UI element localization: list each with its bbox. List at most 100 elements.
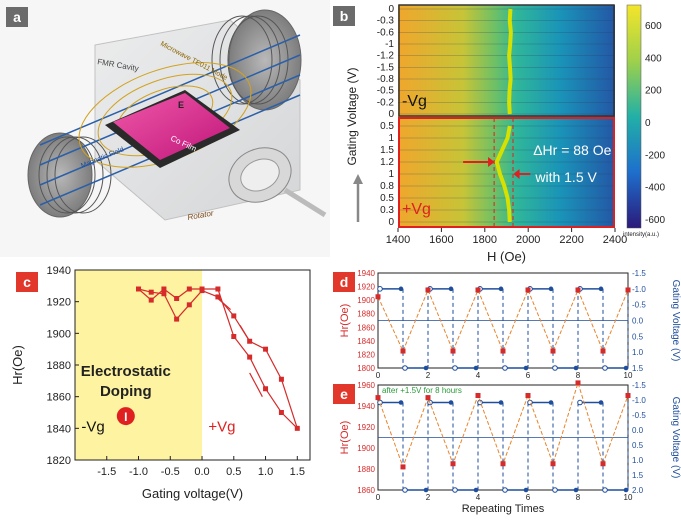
y2-tick-label: 0.0 (632, 426, 644, 435)
y2-tick-label: -1.0 (632, 285, 646, 294)
y-tick-label: 1820 (47, 455, 71, 467)
y-tick-label: 1800 (357, 364, 375, 373)
hr-point (450, 348, 456, 354)
y-tick-label-bottom: 0.5 (380, 121, 394, 132)
y2-tick-label: -0.5 (632, 301, 646, 310)
gate-filled-marker (423, 365, 429, 371)
panel-c: -1.5 -1.0 -0.5 0.0 0.5 1.0 1.5 1820 1840 1860 1880… (0, 262, 330, 515)
y2-axis-label: Gating Voltage (V) (670, 397, 681, 479)
gate-filled-marker (398, 400, 404, 405)
x-tick-label: 10 (624, 371, 633, 380)
y-tick-label: 1960 (357, 381, 375, 390)
gate-filled-marker (598, 286, 604, 292)
panel-a: FMR Cavity Microwave TE011 Mode Co Film … (0, 0, 330, 257)
x-tick-label: 2200 (559, 234, 583, 246)
heatmap-chart: 0-0.3-0.6-1-1.2-1.5-0.8-0.5-0.200.511.51… (345, 4, 665, 264)
y-tick-label-top: -1.2 (377, 51, 395, 62)
y2-tick-label: -1.5 (632, 381, 646, 390)
y-tick-label-bottom: 1 (388, 133, 394, 144)
y-tick-label-top: -1 (385, 39, 394, 50)
gate-open-marker (602, 487, 608, 493)
x-tick-label: -1.0 (129, 466, 148, 478)
doping-label: Doping (100, 383, 152, 400)
x-tick-label: 2400 (603, 234, 627, 246)
y-tick-label: 1840 (47, 423, 71, 435)
label-neg-vg: -Vg (402, 93, 427, 110)
data-point (174, 316, 180, 322)
x-tick-label: -0.5 (161, 466, 180, 478)
gate-open-marker (452, 365, 458, 371)
data-point (231, 313, 237, 319)
y-axis-label: Hr(Oe) (10, 345, 25, 385)
gate-filled-marker (498, 400, 504, 405)
y2-axis-label: Gating Voltage (V) (670, 280, 681, 362)
y2-tick-label: 1.0 (632, 348, 644, 357)
colorbar-tick-label: -400 (645, 183, 665, 194)
hr-point (525, 287, 531, 293)
line-chart-hr-vs-voltage: -1.5 -1.0 -0.5 0.0 0.5 1.0 1.5 1820 1840 1860 1880… (10, 265, 311, 501)
y-tick-label: 1880 (357, 465, 375, 474)
y-tick-label: 1840 (357, 337, 375, 346)
direction-arrow (249, 372, 263, 397)
label-pos-vg: +Vg (208, 419, 235, 436)
arrow-head (513, 169, 520, 179)
y-axis-label: Hr(Oe) (339, 421, 351, 455)
x-tick-label: 0 (376, 493, 381, 502)
data-point (186, 286, 192, 292)
hr-point (375, 294, 381, 300)
label-neg-vg: -Vg (81, 419, 104, 436)
x-tick-label: 1600 (429, 234, 453, 246)
y2-tick-label: 2.0 (632, 486, 644, 495)
gate-filled-marker (573, 487, 579, 493)
neg-voltage-frame (398, 4, 615, 117)
x-tick-label: 10 (624, 493, 633, 502)
note-label: after +1.5V for 8 hours (382, 386, 462, 395)
gate-open-marker (377, 286, 383, 292)
y-tick-label-top: -0.6 (377, 27, 395, 38)
y-tick-label: 1900 (357, 444, 375, 453)
y2-tick-label: 1.5 (632, 364, 644, 373)
hr-point (450, 461, 456, 467)
data-point (136, 286, 142, 292)
gate-open-marker (402, 365, 408, 371)
x-tick-label: 0.5 (226, 466, 241, 478)
panel-label-b: b (333, 6, 355, 26)
y-tick-label: 1860 (47, 392, 71, 404)
y-tick-label-top: -0.3 (377, 16, 395, 27)
hr-point (475, 287, 481, 293)
gate-open-marker (502, 487, 508, 493)
hr-point (575, 380, 581, 386)
arrow-head (488, 157, 495, 167)
label-pos-vg: +Vg (402, 201, 431, 218)
gate-open-marker (577, 399, 583, 406)
data-point (231, 334, 237, 339)
gate-filled-marker (423, 487, 429, 493)
y-tick-label: 1860 (357, 323, 375, 332)
hr-point (550, 461, 556, 467)
hr-point (500, 348, 506, 354)
cycling-chart-d: 0 2 4 6 8 10 1800 1820 1840 1860 1880 1900 1920 1940 -… (339, 269, 681, 380)
y-tick-label-bottom: 0.5 (380, 193, 394, 204)
doping-marker-text: I (124, 410, 127, 424)
x-tick-label: 6 (526, 493, 531, 502)
y2-tick-label: -1.5 (632, 269, 646, 278)
y2-tick-label: 1.5 (632, 471, 644, 480)
x-tick-label: 8 (576, 493, 581, 502)
colorbar-label: intensity(a.u.) (623, 232, 659, 238)
hr-point (525, 393, 531, 398)
gate-filled-marker (473, 365, 479, 371)
y-tick-label-bottom: 1 (388, 169, 394, 180)
y-tick-label: 1920 (357, 423, 375, 432)
colorbar (626, 4, 642, 229)
resonance-line-neg (507, 8, 513, 115)
resonance-line-pos (494, 125, 512, 223)
data-point (148, 289, 154, 295)
data-point (174, 296, 180, 301)
y-tick-label-top: -0.8 (377, 74, 395, 85)
y2-tick-label: 1.0 (632, 456, 644, 465)
gate-filled-marker (598, 400, 604, 405)
gate-open-marker (552, 365, 558, 371)
colorbar-tick-label: 200 (645, 86, 662, 97)
y-tick-label: 1860 (357, 486, 375, 495)
cycling-chart-e: 0 2 4 6 8 10 1860 1880 1900 1920 1940 1960 -1.5 -1.0 -… (339, 380, 681, 515)
